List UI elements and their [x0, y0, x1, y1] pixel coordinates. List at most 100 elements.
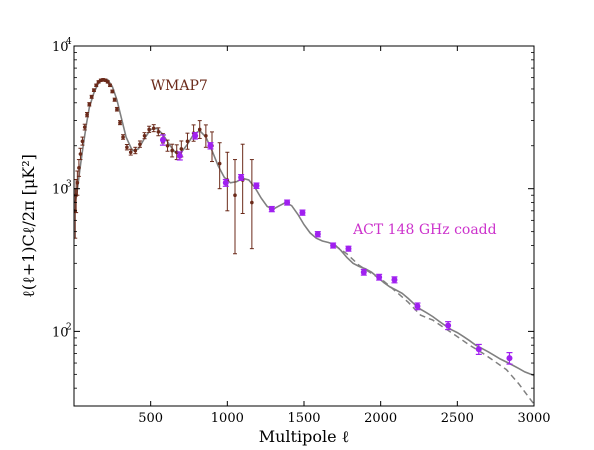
wmap-point [112, 97, 117, 102]
act-point [345, 245, 352, 252]
wmap-marker [110, 89, 115, 94]
wmap-marker [204, 133, 208, 138]
wmap-marker [87, 102, 92, 107]
wmap-point [121, 134, 126, 140]
wmap-marker [118, 120, 122, 125]
wmap-point [147, 125, 152, 133]
act-marker [345, 245, 352, 252]
act-point [299, 209, 306, 216]
wmap-point [108, 83, 113, 88]
act-marker [299, 209, 306, 216]
act-point [330, 242, 337, 249]
act-point [391, 276, 398, 284]
act-marker [376, 274, 383, 281]
act-marker [391, 276, 398, 283]
act-point [475, 343, 482, 355]
wmap-marker [125, 145, 129, 150]
wmap-marker [108, 83, 112, 88]
wmap-marker [89, 95, 94, 99]
x-tick-label: 1500 [287, 411, 320, 426]
wmap-marker [151, 126, 156, 131]
act-point [376, 273, 383, 281]
wmap-marker [94, 83, 99, 88]
wmap-point [137, 140, 142, 148]
wmap-marker [170, 148, 174, 153]
act-point [360, 268, 367, 276]
act-point [268, 205, 275, 213]
act-marker [159, 136, 166, 143]
act-point [207, 142, 214, 150]
y-tick-label: 10 [52, 325, 69, 340]
wmap-point [170, 143, 175, 158]
wmap-point [105, 80, 110, 84]
y-tick-label: 10 [52, 40, 69, 55]
act-marker [360, 269, 367, 276]
y-tick-label: 10 [52, 183, 69, 198]
wmap-marker [128, 150, 133, 155]
wmap-point [165, 139, 170, 152]
wmap-point [91, 88, 96, 93]
act-point [159, 134, 166, 146]
act-marker [268, 206, 275, 213]
act-marker [445, 322, 452, 329]
act-point [284, 199, 291, 206]
wmap-point [197, 120, 202, 139]
wmap-marker [156, 130, 161, 134]
wmap-marker [147, 127, 151, 132]
wmap-marker [197, 127, 202, 132]
wmap-marker [179, 147, 184, 151]
act-point [445, 321, 452, 331]
wmap-point [133, 146, 138, 155]
x-axis-label: Multipole ℓ [259, 427, 350, 446]
wmap-marker [138, 142, 142, 147]
y-axis-label: ℓ(ℓ+1)Cℓ/2π [μK²] [19, 154, 38, 298]
act-marker [207, 142, 214, 149]
act-point [253, 182, 260, 189]
act-point [314, 231, 321, 238]
model-curve-dashed [334, 244, 534, 405]
wmap-point [185, 132, 190, 150]
wmap-marker [105, 80, 110, 84]
wmap-point [82, 123, 87, 131]
wmap-marker [133, 148, 138, 153]
wmap7-annotation: WMAP7 [151, 78, 208, 94]
plot-area [74, 77, 534, 405]
wmap-marker [77, 166, 81, 170]
wmap-point [124, 144, 129, 151]
wmap-point [142, 132, 147, 140]
wmap-marker [121, 135, 125, 139]
wmap-point [156, 127, 161, 137]
wmap-point [128, 148, 133, 156]
wmap-marker [185, 139, 190, 144]
x-tick-label: 1000 [211, 411, 244, 426]
x-tick-label: 2500 [441, 411, 474, 426]
wmap-point [87, 102, 92, 107]
wmap-point [80, 136, 85, 146]
wmap-marker [217, 161, 222, 166]
act-marker [475, 346, 482, 353]
wmap-point [217, 142, 222, 190]
wmap-marker [78, 152, 83, 156]
x-tick-label: 500 [138, 411, 163, 426]
act-marker [414, 303, 421, 310]
wmap-point [110, 89, 115, 94]
wmap-point [78, 147, 83, 161]
wmap-point [114, 106, 119, 112]
x-tick-label: 3000 [517, 411, 550, 426]
act-marker [253, 182, 260, 189]
wmap-point [94, 83, 99, 88]
act-annotation: ACT 148 GHz coadd [352, 222, 497, 238]
wmap-point [151, 124, 156, 133]
act-marker [238, 174, 245, 181]
wmap-point [85, 111, 90, 118]
act-marker [176, 152, 183, 159]
wmap-marker [142, 133, 147, 138]
wmap-marker [85, 112, 89, 117]
act-marker [192, 132, 199, 139]
wmap-point [118, 120, 122, 126]
wmap-point [249, 159, 254, 250]
act-point [222, 178, 229, 187]
wmap-marker [82, 125, 87, 129]
